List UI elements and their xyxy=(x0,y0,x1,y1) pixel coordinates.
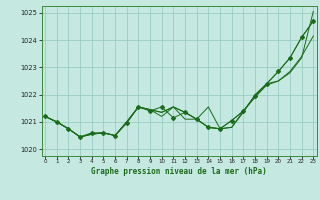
X-axis label: Graphe pression niveau de la mer (hPa): Graphe pression niveau de la mer (hPa) xyxy=(91,167,267,176)
